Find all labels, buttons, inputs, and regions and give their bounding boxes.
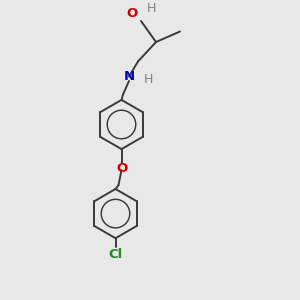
Text: N: N bbox=[123, 70, 135, 83]
Text: O: O bbox=[126, 7, 138, 20]
Text: Cl: Cl bbox=[108, 248, 123, 261]
Text: H: H bbox=[147, 2, 156, 16]
Text: H: H bbox=[144, 73, 153, 86]
Text: O: O bbox=[116, 162, 127, 175]
